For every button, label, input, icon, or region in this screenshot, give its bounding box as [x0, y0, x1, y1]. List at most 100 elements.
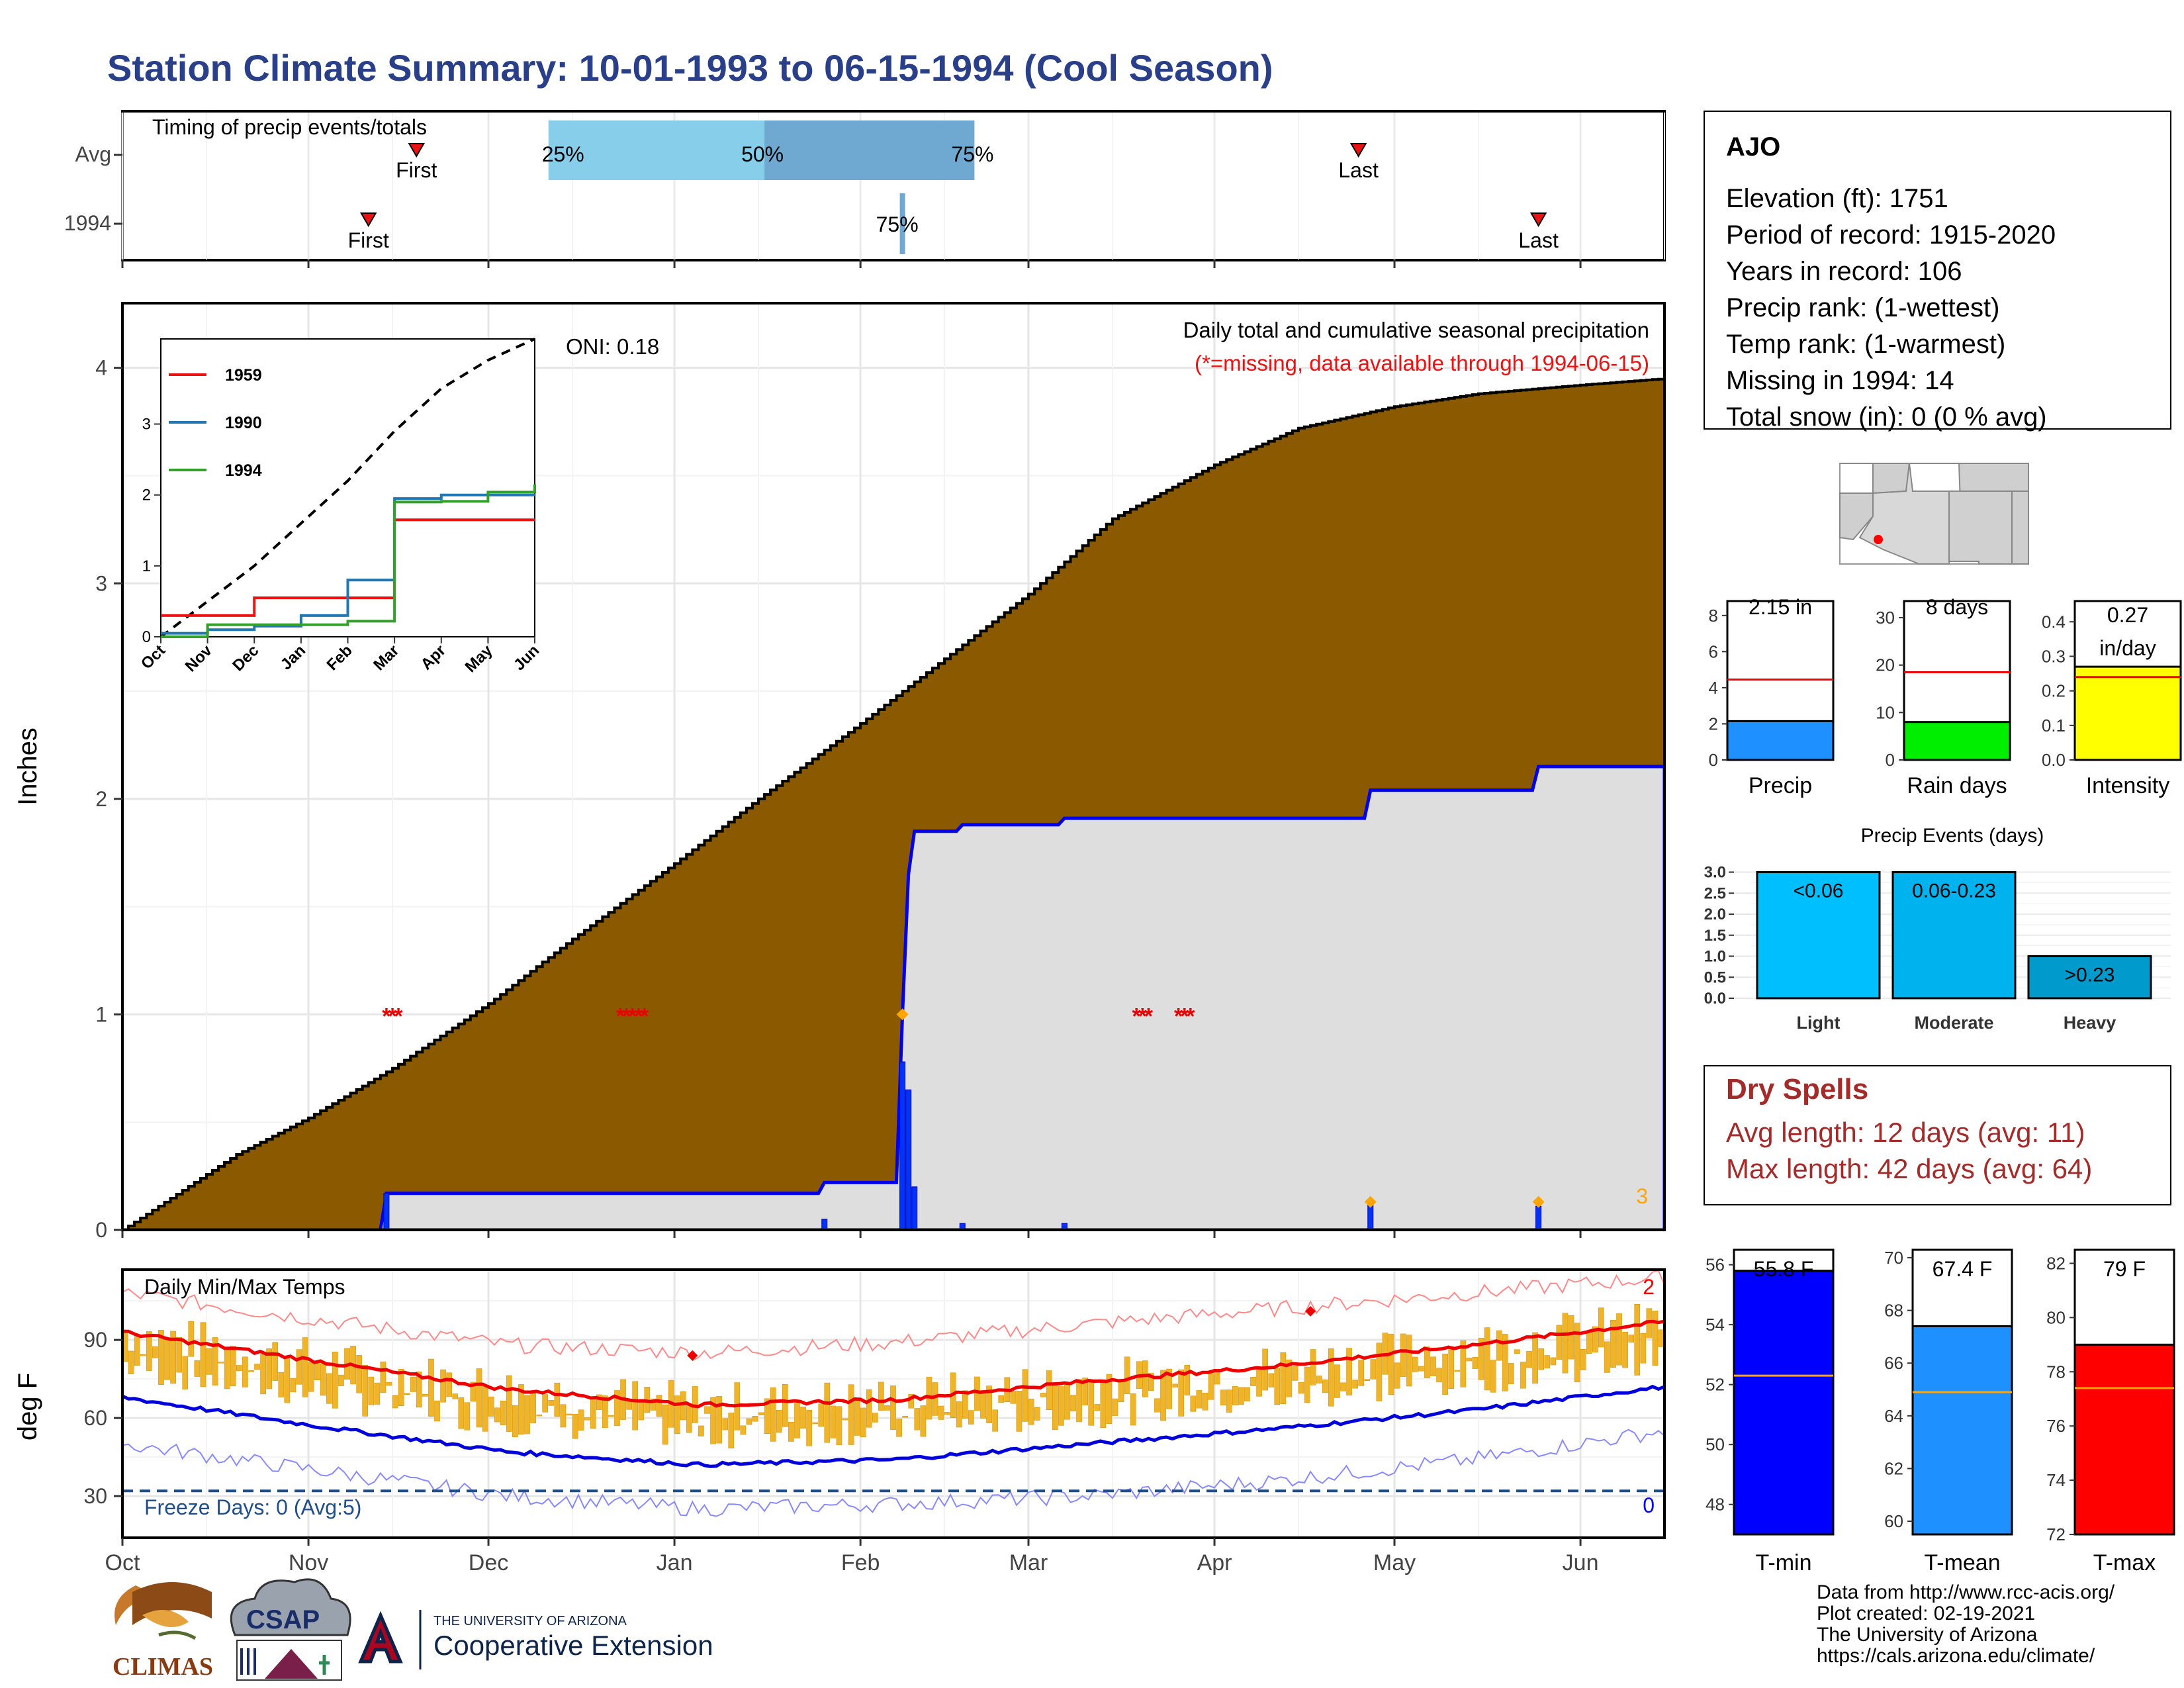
daily-temp-range-bar: [686, 1403, 692, 1433]
ua-a-icon: [358, 1611, 403, 1664]
precip-ytick-label: 2: [1709, 714, 1718, 733]
count-label: 3: [1636, 1184, 1648, 1208]
daily-temp-range-bar: [728, 1413, 735, 1449]
tmean-ytick-label: 62: [1884, 1458, 1903, 1478]
csap-logo-text: CSAP: [246, 1605, 320, 1634]
precip-event-bar-label: >0.23: [2065, 964, 2115, 986]
daily-temp-range-bar: [1418, 1366, 1424, 1372]
rain_days-bar: [1903, 721, 2011, 761]
daily-temp-range-bar: [638, 1399, 645, 1421]
rain_days-ytick-label: 0: [1886, 750, 1895, 770]
map-texas: [2011, 491, 2029, 565]
daily-temp-range-bar: [998, 1395, 1005, 1403]
intensity-value: 0.27: [2107, 603, 2148, 627]
daily-temp-range-bar: [1496, 1330, 1502, 1361]
inset-legend-label: 1959: [225, 366, 262, 385]
timing-pct-50: 50%: [741, 142, 784, 166]
daily-temp-range-bar: [146, 1331, 152, 1371]
daily-temp-range-bar: [854, 1399, 860, 1436]
daily-temp-range-bar: [392, 1395, 398, 1409]
dry-spells-avg: Avg length: 12 days (avg: 11): [1726, 1117, 2085, 1148]
daily-temp-range-bar: [1196, 1390, 1203, 1409]
daily-temp-range-bar: [908, 1393, 915, 1409]
daily-temp-range-bar: [422, 1393, 428, 1397]
daily-temp-range-bar: [1268, 1373, 1275, 1387]
daily-temp-range-bar: [158, 1330, 164, 1385]
temp-ytick-label: 60: [83, 1406, 107, 1430]
daily-temp-range-bar: [614, 1390, 620, 1427]
precip-event-category: Moderate: [1914, 1013, 1993, 1033]
daily-temp-range-bar: [296, 1349, 302, 1385]
temp-ylabel: deg F: [13, 1373, 42, 1440]
footer-line-source: Data from http://www.rcc-acis.org/: [1817, 1581, 2115, 1603]
missing-data-marker: *: [634, 1004, 643, 1029]
month-axis-label: Nov: [289, 1550, 328, 1575]
missing-data-marker: *: [616, 1004, 625, 1029]
daily-temp-range-bar: [632, 1381, 639, 1430]
daily-temp-range-bar: [1142, 1360, 1148, 1397]
daily-temp-range-bar: [482, 1385, 488, 1432]
daily-temp-range-bar: [800, 1407, 806, 1429]
missing-data-marker: *: [1138, 1004, 1148, 1029]
daily-temp-range-bar: [1112, 1398, 1118, 1416]
tmean-ytick-label: 66: [1884, 1353, 1903, 1373]
daily-temp-range-bar: [806, 1409, 812, 1446]
station-location-marker: [1874, 535, 1883, 544]
timing-1994-first-marker: [359, 212, 377, 227]
daily-precip-bar: [821, 1219, 828, 1230]
daily-temp-range-bar: [1484, 1327, 1490, 1391]
daily-temp-range-bar: [866, 1389, 872, 1428]
tmax-ytick-label: 74: [2046, 1470, 2066, 1490]
daily-temp-range-bar: [176, 1336, 183, 1373]
precip-label: Precip: [1749, 773, 1812, 798]
daily-temp-range-bar: [1424, 1346, 1430, 1379]
daily-temp-range-bar: [656, 1395, 662, 1417]
daily-temp-range-bar: [602, 1395, 608, 1429]
precip-ytick-label: 3: [95, 571, 107, 595]
daily-temp-range-bar: [248, 1370, 254, 1372]
tmean-ytick-label: 68: [1884, 1301, 1903, 1321]
month-axis-label: Apr: [1197, 1550, 1232, 1575]
missing-data-marker: *: [1174, 1004, 1183, 1029]
inset-line-1994: [161, 484, 536, 638]
oni-label: ONI: 0.18: [566, 334, 659, 359]
station-info-line: Total snow (in): 0 (0 % avg): [1726, 402, 2047, 432]
daily-temp-range-bar: [134, 1336, 140, 1366]
daily-temp-range-bar: [1298, 1382, 1304, 1394]
daily-temp-range-bar: [968, 1410, 974, 1425]
daily-temp-range-bar: [200, 1322, 206, 1387]
daily-temp-range-bar: [1046, 1370, 1052, 1410]
missing-data-marker: *: [1132, 1004, 1142, 1029]
intensity-value-unit: in/day: [2099, 636, 2156, 660]
daily-temp-range-bar: [1616, 1313, 1622, 1366]
daily-temp-range-bar: [1526, 1351, 1532, 1368]
tmean-value: 67.4 F: [1933, 1257, 1993, 1281]
daily-temp-range-bar: [464, 1402, 471, 1430]
daily-temp-range-bar: [1352, 1380, 1358, 1389]
tmean-ytick-label: 64: [1884, 1406, 1903, 1426]
daily-temp-range-bar: [1406, 1335, 1412, 1387]
month-axis-label: Dec: [469, 1550, 508, 1575]
month-axis-label: Jun: [1563, 1550, 1599, 1575]
daily-temp-range-bar: [1070, 1395, 1076, 1412]
daily-temp-range-bar: [446, 1372, 452, 1397]
daily-temp-range-bar: [1022, 1369, 1028, 1422]
rain_days-ytick-label: 20: [1876, 655, 1895, 675]
daily-temp-range-bar: [1310, 1349, 1316, 1385]
precip-event-bar-light: [1756, 871, 1881, 1000]
daily-temp-range-bar: [506, 1375, 512, 1432]
timing-avg-last-marker: [1349, 143, 1367, 158]
daily-temp-range-bar: [704, 1406, 710, 1414]
daily-temp-range-bar: [884, 1405, 890, 1411]
daily-temp-range-bar: [1256, 1369, 1262, 1397]
tmax-ytick-label: 82: [2046, 1253, 2066, 1273]
footer-credits: Data from http://www.rcc-acis.org/ Plot …: [1817, 1582, 2115, 1667]
daily-temp-range-bar: [1250, 1377, 1256, 1386]
station-info-box: [1704, 111, 2171, 430]
events-ytick-label: 2.5: [1704, 884, 1726, 902]
daily-temp-range-bar: [416, 1371, 422, 1408]
timing-avg-first-label: First: [396, 158, 437, 182]
csap-mountain-icon: [265, 1649, 318, 1679]
daily-temp-range-bar: [326, 1373, 332, 1404]
events-ytick-label: 2.0: [1704, 906, 1726, 923]
